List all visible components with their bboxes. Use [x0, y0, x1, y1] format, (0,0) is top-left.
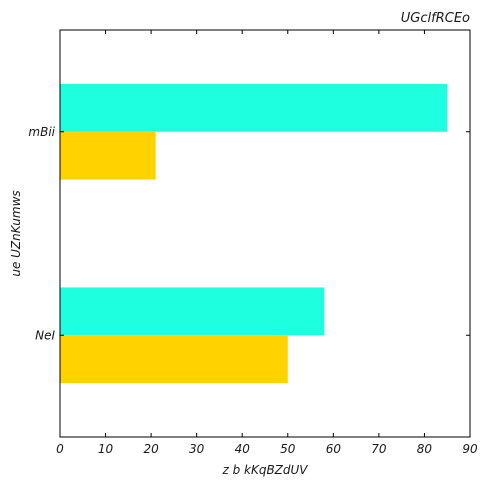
bar-NeI-series-2: [60, 335, 288, 384]
x-tick-label: 60: [326, 442, 342, 456]
x-tick-label: 0: [56, 442, 64, 456]
x-tick-label: 90: [462, 442, 478, 456]
ticks-layer: NeI mBii 0 10 20 30 40 50 60 70 80 90: [28, 30, 478, 456]
x-tick-label: 80: [417, 442, 433, 456]
bar-NeI-series-1: [60, 287, 325, 336]
x-tick-label: 40: [235, 442, 251, 456]
x-tick-label: 30: [189, 442, 205, 456]
x-tick-label: 70: [371, 442, 387, 456]
y-axis-label: ue UZnKumws: [9, 190, 23, 276]
x-tick-label: 10: [98, 442, 114, 456]
chart-title: UGclfRCEo: [401, 11, 470, 26]
x-axis-label: z b kKqBZdUV: [221, 463, 308, 477]
x-tick-label: 20: [143, 442, 159, 456]
bars-layer: [60, 83, 448, 384]
x-tick-label: 50: [280, 442, 296, 456]
plot-frame: [59, 29, 471, 438]
bar-mBii-series-2: [60, 131, 156, 180]
bar-mBii-series-1: [60, 83, 448, 132]
y-tick-label: NeI: [35, 328, 55, 342]
y-tick-label: mBii: [28, 125, 55, 139]
